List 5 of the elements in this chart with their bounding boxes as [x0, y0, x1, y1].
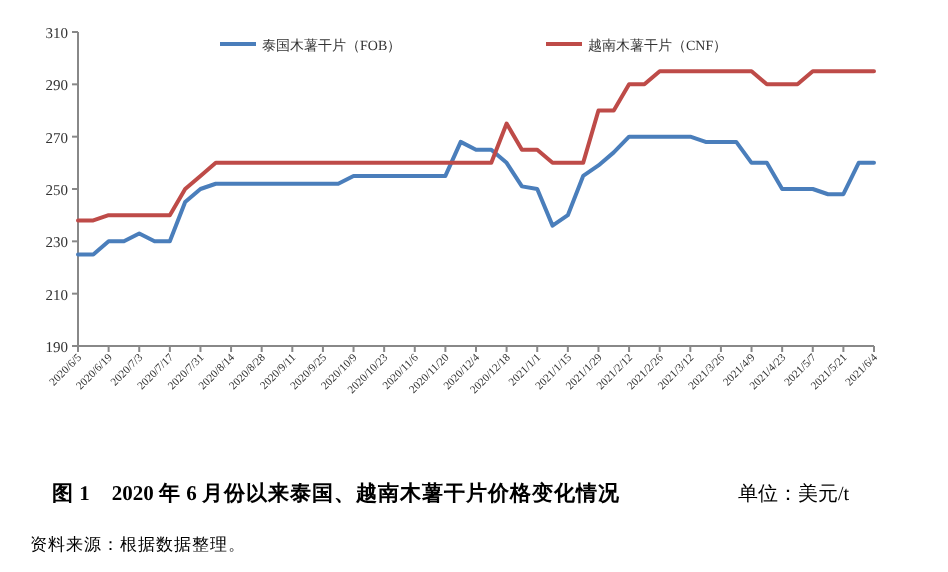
- line-series: [76, 134, 876, 257]
- text: 单位：美元/t: [738, 482, 850, 506]
- text: 资料来源：根据数据整理。: [30, 534, 246, 554]
- text: 图 1 2020 年 6 月份以来泰国、越南木薯干片价格变化情况: [52, 480, 622, 506]
- line-series: [76, 69, 876, 223]
